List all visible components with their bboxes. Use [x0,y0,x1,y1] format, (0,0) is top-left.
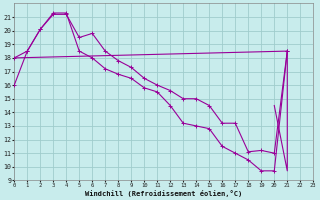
X-axis label: Windchill (Refroidissement éolien,°C): Windchill (Refroidissement éolien,°C) [85,190,242,197]
